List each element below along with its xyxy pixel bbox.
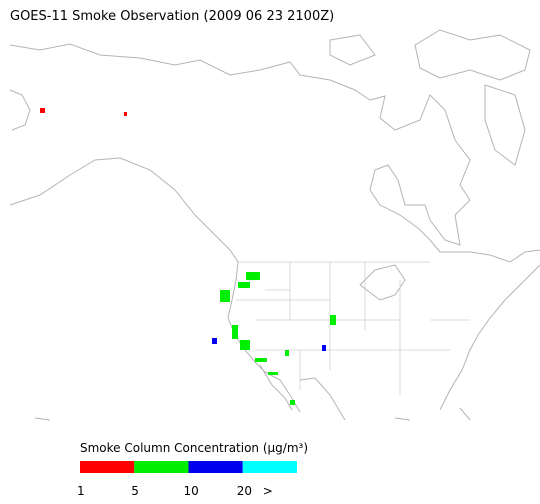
- colorbar-label: 20: [237, 484, 252, 498]
- colorbar-label: >: [263, 484, 273, 498]
- colorbar-segment: [242, 461, 297, 473]
- map-title: GOES-11 Smoke Observation (2009 06 23 21…: [10, 9, 334, 24]
- colorbar-label: 5: [131, 484, 139, 498]
- colorbar: 1 5 10 20 >: [77, 461, 297, 498]
- colorbar-label: 1: [77, 484, 85, 498]
- colorbar-segment: [80, 461, 135, 473]
- basemap: [9, 29, 540, 421]
- colorbar-segment: [134, 461, 189, 473]
- legend-title: Smoke Column Concentration (μg/m³): [80, 441, 308, 455]
- smoke-pixels: [40, 108, 336, 405]
- colorbar-segment: [188, 461, 243, 473]
- colorbar-label: 10: [184, 484, 199, 498]
